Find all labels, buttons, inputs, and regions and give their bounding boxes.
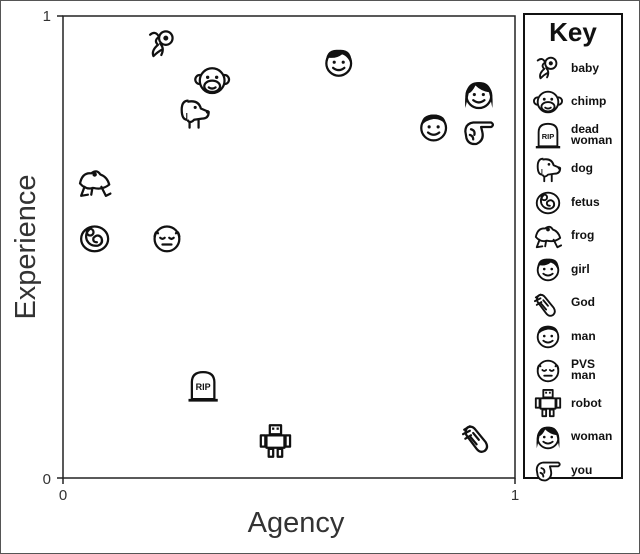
legend-entry: man bbox=[533, 321, 619, 351]
data-point-you: you bbox=[464, 121, 495, 146]
svg-text:RIP: RIP bbox=[542, 132, 555, 141]
legend-entry: robot bbox=[533, 388, 619, 418]
legend-entry: frog bbox=[533, 221, 619, 251]
legend-entry: God bbox=[533, 288, 619, 318]
legend-entry: PVS man bbox=[533, 355, 619, 385]
legend-label: man bbox=[571, 328, 596, 343]
legend-label: dog bbox=[571, 161, 593, 175]
data-point-baby: baby bbox=[148, 30, 174, 58]
data-point-robot: robot bbox=[259, 424, 292, 458]
data-point-fetus: fetus bbox=[80, 225, 110, 253]
legend-label: you bbox=[571, 462, 593, 477]
data-point-dog: dog bbox=[180, 99, 210, 129]
x-axis-label: Agency bbox=[248, 507, 345, 539]
x-tick-label-min: 0 bbox=[59, 487, 67, 504]
legend: Key baby chimp RIP dead woman dog fetus frog gi… bbox=[523, 13, 623, 482]
legend-label: chimp bbox=[571, 94, 607, 108]
legend-entry: you bbox=[533, 455, 619, 485]
legend-label: girl bbox=[571, 261, 590, 276]
data-point-woman: woman bbox=[465, 82, 493, 110]
data-point-frog: frog bbox=[78, 170, 112, 197]
legend-label: PVS man bbox=[571, 356, 596, 382]
data-point-man: man bbox=[420, 114, 448, 142]
legend-entry: girl bbox=[533, 254, 619, 284]
legend-label: God bbox=[571, 295, 595, 309]
y-axis-label: Experience bbox=[10, 174, 42, 319]
legend-entry: chimp bbox=[533, 87, 619, 117]
legend-label: baby bbox=[571, 60, 600, 75]
svg-text:RIP: RIP bbox=[196, 382, 211, 392]
legend-entry: woman bbox=[533, 422, 619, 452]
legend-label: frog bbox=[571, 228, 595, 242]
data-point-chimp: chimp bbox=[194, 67, 231, 95]
y-tick-label-max: 1 bbox=[43, 8, 51, 25]
legend-title: Key bbox=[549, 17, 597, 47]
legend-label: fetus bbox=[571, 194, 600, 209]
data-point-god: God bbox=[461, 425, 489, 453]
legend-label: robot bbox=[571, 395, 602, 410]
legend-entry: baby bbox=[533, 53, 619, 83]
y-tick-label-min: 0 bbox=[43, 471, 51, 488]
x-tick-label-max: 1 bbox=[511, 487, 519, 504]
legend-entry: dog bbox=[533, 154, 619, 184]
plot-area bbox=[62, 15, 516, 479]
legend-label: woman bbox=[571, 429, 613, 443]
data-point-girl: girl bbox=[325, 49, 353, 77]
data-point-pvs-man: PVS man bbox=[153, 225, 181, 253]
legend-entry: fetus bbox=[533, 187, 619, 217]
legend-label: dead woman bbox=[571, 122, 613, 147]
legend-entry: RIP dead woman bbox=[533, 120, 619, 150]
